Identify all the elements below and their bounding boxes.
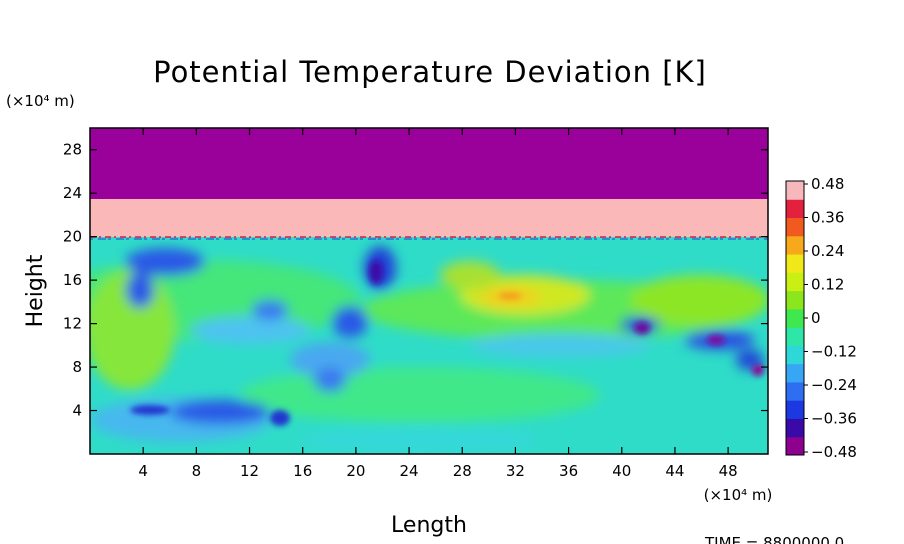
colorbar-swatch: [786, 381, 804, 401]
x-tick-label: 16: [293, 462, 312, 480]
y-axis-title: Height: [23, 254, 48, 327]
x-axis-title: Length: [391, 513, 467, 538]
colorbar-swatch: [786, 217, 804, 237]
chart-title: Potential Temperature Deviation [K]: [153, 55, 707, 89]
colorbar-swatch: [786, 400, 804, 419]
x-tick-label: 36: [559, 462, 578, 480]
time-label: TIME = 8800000.0: [704, 534, 844, 544]
x-tick-label: 4: [138, 462, 148, 480]
x-tick-label: 44: [665, 462, 684, 480]
colorbar-tick-label: 0.36: [811, 209, 844, 227]
y-tick-label: 28: [63, 141, 82, 159]
colorbar-tick-label: −0.24: [811, 376, 857, 394]
y-tick-label: 12: [63, 315, 82, 333]
plot-frame: [89, 127, 769, 455]
colorbar-swatch: [786, 327, 804, 346]
y-tick-label: 16: [63, 271, 82, 289]
colorbar-swatch: [786, 436, 804, 456]
field-cores: [130, 260, 764, 426]
colorbar-swatch: [786, 308, 804, 328]
upper-layer: [90, 128, 768, 199]
x-tick-label: 24: [400, 462, 419, 480]
x-tick-label: 12: [240, 462, 259, 480]
colorbar-swatch: [786, 363, 804, 383]
y-tick-label: 20: [63, 228, 82, 246]
x-tick-label: 32: [506, 462, 525, 480]
y-unit-label: (×10⁴ m): [6, 92, 75, 110]
x-tick-label: 40: [612, 462, 631, 480]
colorbar-swatch: [786, 290, 804, 310]
colorbar-tick-label: 0.12: [811, 276, 844, 294]
colorbar-tick-label: 0.24: [811, 242, 844, 260]
colorbar-swatch: [786, 345, 804, 365]
colorbar: 0.48 0.36 0.24 0.12 0 −0.12 −0.24 −0.36 −0.48: [785, 175, 857, 461]
sponge-band: [90, 199, 768, 237]
colorbar-swatch: [786, 272, 804, 292]
x-tick-label: 28: [453, 462, 472, 480]
y-tick-label: 8: [72, 358, 82, 376]
colorbar-swatch: [786, 254, 804, 273]
y-tick-label: 24: [63, 184, 82, 202]
colorbar-tick-label: −0.12: [811, 343, 857, 361]
colorbar-tick-label: 0: [811, 309, 821, 327]
x-tick-label: 48: [719, 462, 738, 480]
plot-area: [90, 128, 768, 454]
colorbar-swatch: [786, 199, 804, 219]
x-tick-label: 20: [346, 462, 365, 480]
x-tick-label: 8: [192, 462, 202, 480]
colorbar-tick-label: 0.48: [811, 175, 844, 193]
y-tick-label: 4: [72, 402, 82, 420]
x-axis: 4 8 12 16 20 24 28 32 36 40 44 48: [138, 128, 738, 480]
y-axis: 4 8 12 16 20 24 28: [63, 141, 768, 420]
colorbar-swatch: [786, 418, 804, 438]
colorbar-swatch: [786, 181, 804, 200]
x-unit-label: (×10⁴ m): [704, 486, 773, 504]
colorbar-tick-label: −0.48: [811, 443, 857, 461]
colorbar-tick-label: −0.36: [811, 410, 857, 428]
colorbar-swatch: [786, 235, 804, 255]
